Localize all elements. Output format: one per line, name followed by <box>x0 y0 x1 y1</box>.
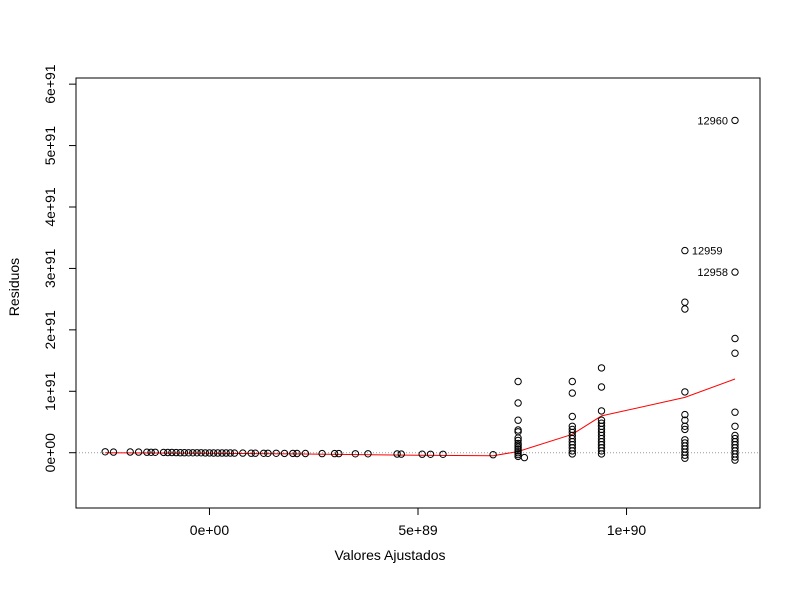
y-tick-label: 3e+91 <box>42 249 58 289</box>
point-annotation: 12958 <box>697 267 728 279</box>
y-tick-label: 0e+00 <box>42 433 58 473</box>
y-tick-label: 5e+91 <box>42 126 58 166</box>
y-tick-label: 4e+91 <box>42 187 58 227</box>
y-tick-label: 6e+91 <box>42 64 58 104</box>
x-tick-label: 1e+90 <box>607 522 647 538</box>
x-tick-label: 0e+00 <box>190 522 230 538</box>
y-axis-label: Residuos <box>6 258 22 316</box>
y-tick-label: 2e+91 <box>42 310 58 350</box>
point-annotation: 12959 <box>692 246 723 258</box>
point-annotation: 12960 <box>697 115 728 127</box>
x-axis-label: Valores Ajustados <box>334 547 445 563</box>
y-tick-label: 1e+91 <box>42 371 58 411</box>
x-tick-label: 5e+89 <box>398 522 438 538</box>
